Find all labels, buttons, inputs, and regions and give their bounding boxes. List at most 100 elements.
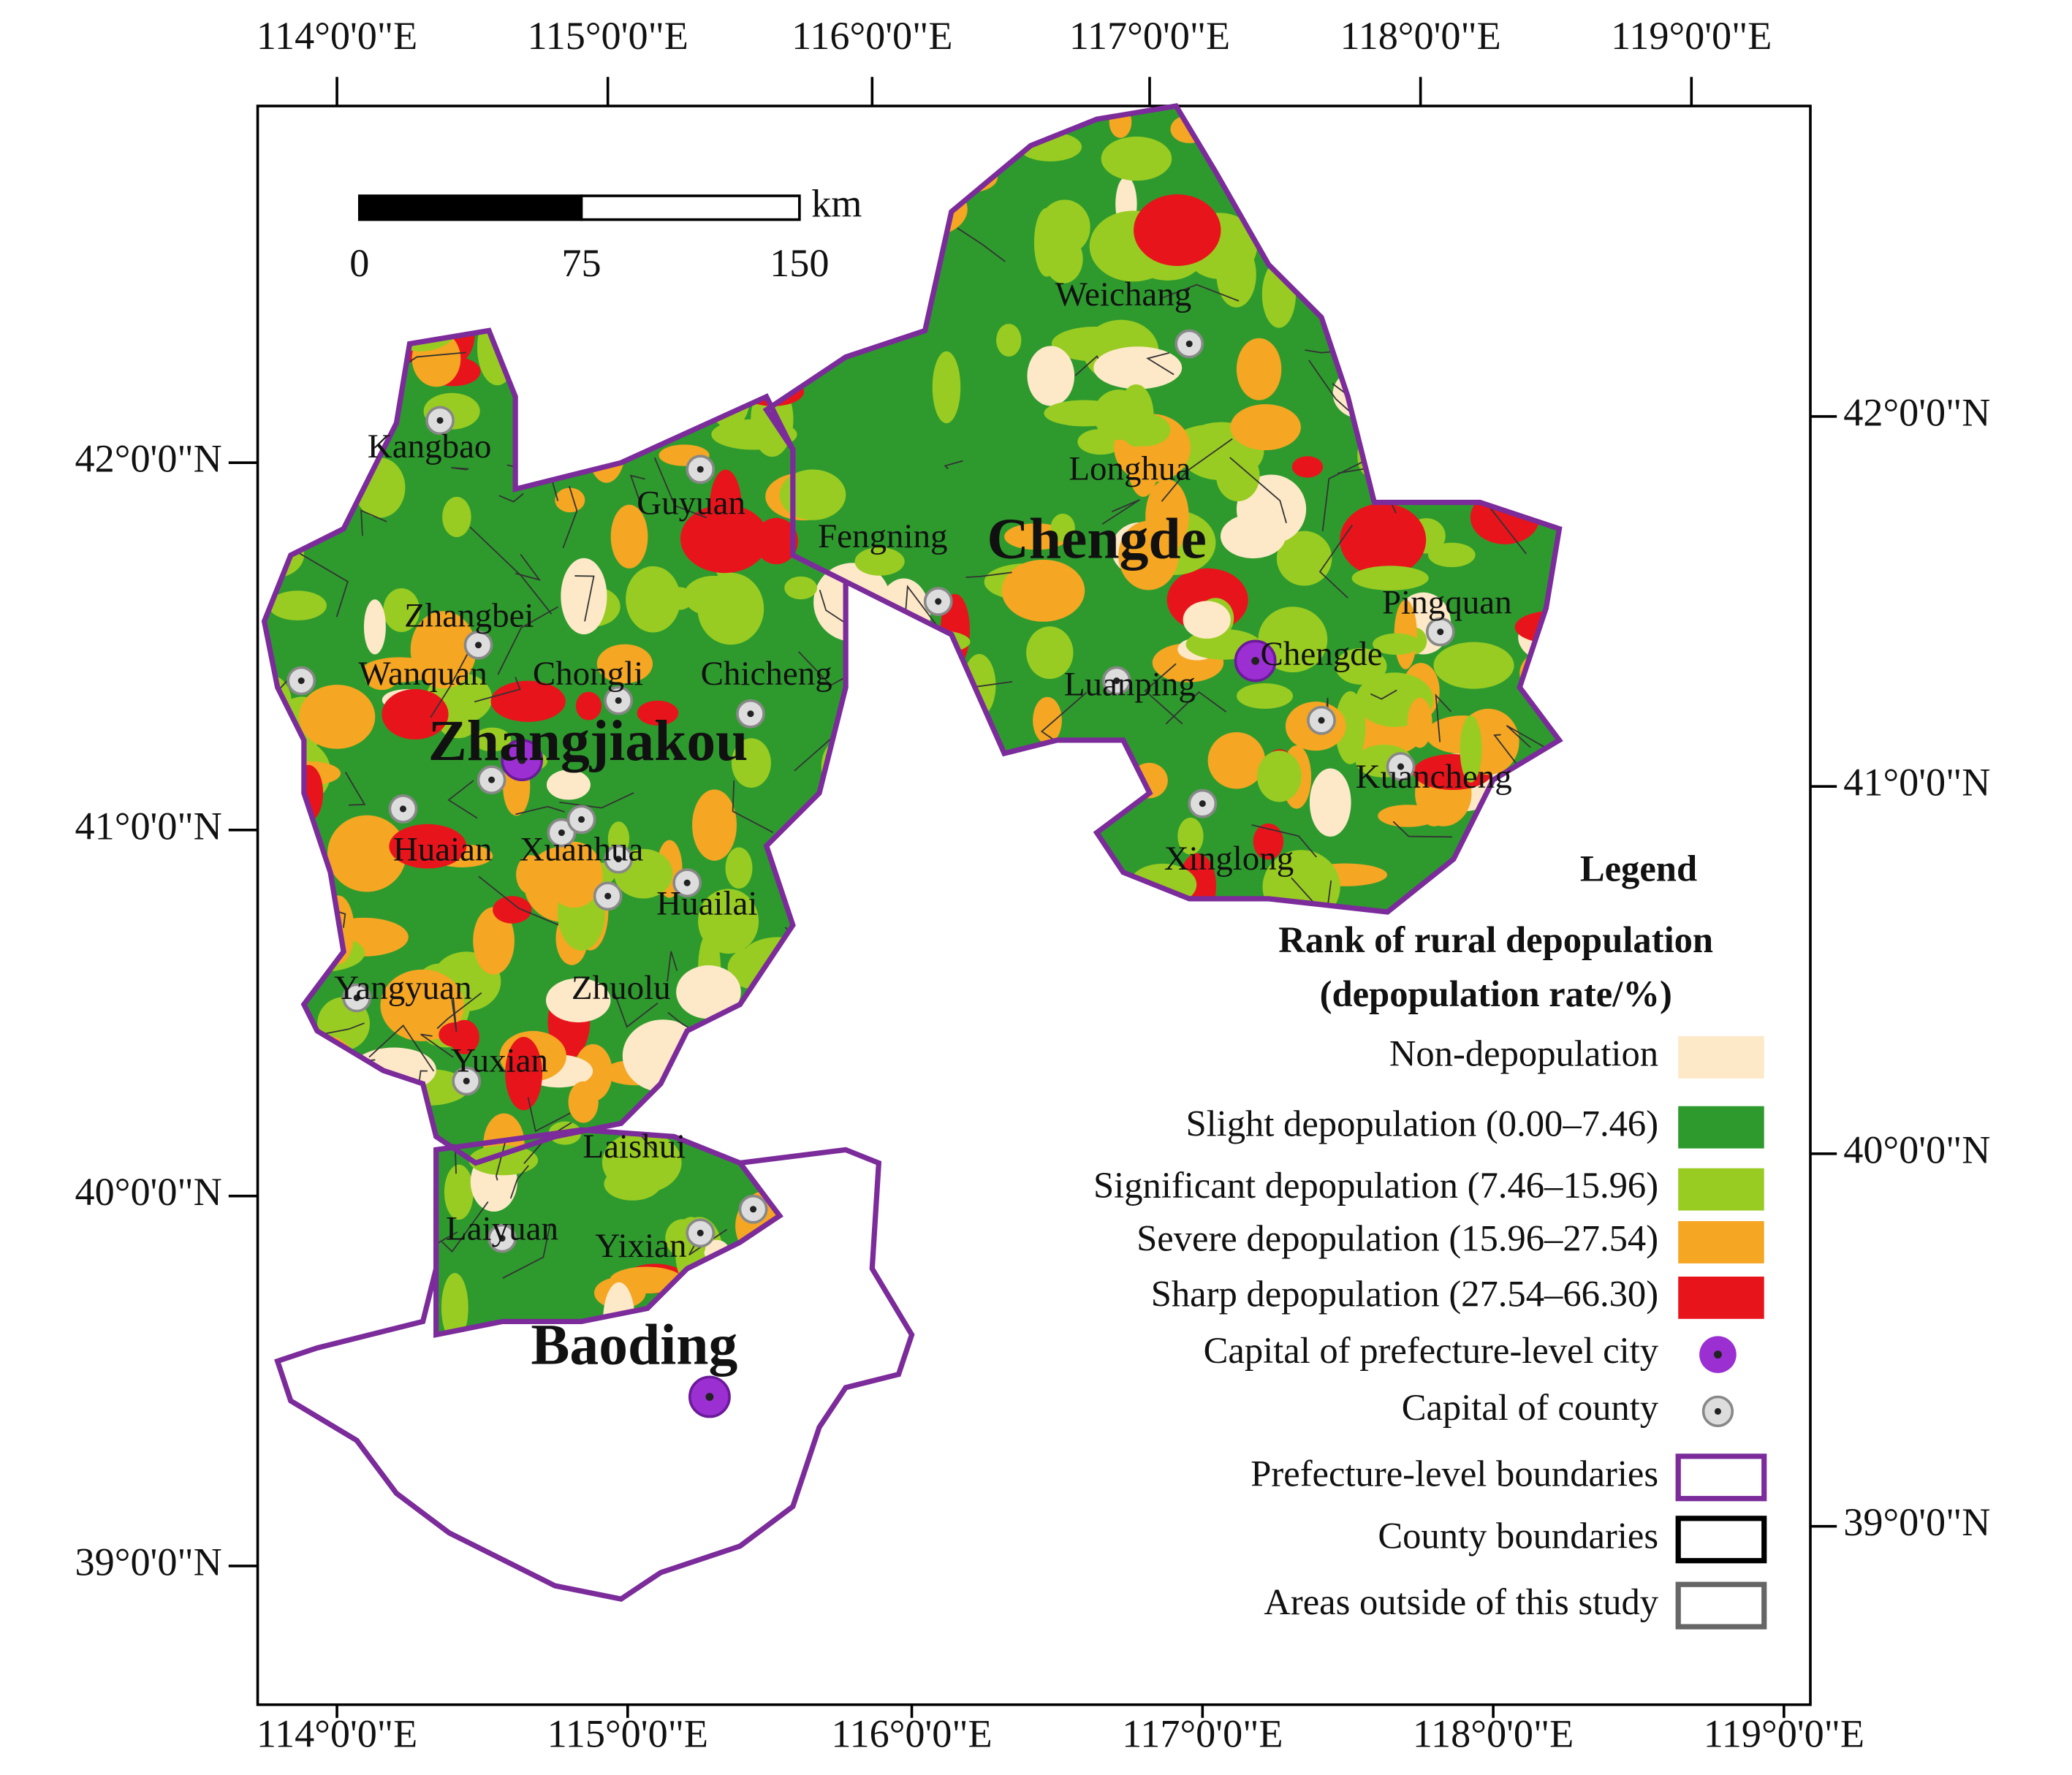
county-line <box>905 585 944 634</box>
patch <box>932 351 961 424</box>
patch <box>1309 768 1351 837</box>
patch <box>725 847 753 889</box>
county-label: Luanping <box>1064 665 1196 703</box>
county-line <box>515 554 542 581</box>
patch <box>1039 199 1090 255</box>
dot <box>747 710 754 718</box>
dot <box>1397 763 1405 770</box>
scale-unit: km <box>811 182 862 226</box>
patch <box>516 855 546 894</box>
county-line <box>1318 524 1353 598</box>
county-label: Chongli <box>533 655 643 693</box>
patch <box>683 575 744 617</box>
county-line <box>1161 284 1240 302</box>
patch <box>1050 513 1075 542</box>
legend-swatch <box>1675 1453 1767 1502</box>
county-line <box>612 990 659 1028</box>
dot <box>697 1229 704 1236</box>
patch <box>680 504 769 574</box>
prefecture-label: Baoding <box>531 1312 737 1377</box>
patch <box>1093 346 1183 389</box>
legend-swatch <box>1678 1106 1764 1149</box>
county-line <box>559 792 634 809</box>
patch <box>1378 805 1438 827</box>
county-line <box>447 780 478 819</box>
dot <box>615 856 622 863</box>
patch <box>389 824 467 869</box>
bottom-tick-label: 119°0'0"E <box>1704 1711 1864 1755</box>
patch <box>505 1036 543 1111</box>
county-line <box>1229 457 1287 523</box>
dot <box>1185 340 1193 348</box>
right-tick-label: 41°0'0"N <box>1843 761 1990 805</box>
dot <box>353 994 360 1001</box>
patch <box>327 815 406 892</box>
county-label: Chengde <box>1260 635 1382 673</box>
legend-item-label: County boundaries <box>1378 1515 1658 1556</box>
patch <box>1230 404 1301 451</box>
patch <box>442 496 471 537</box>
county-label: Yuxian <box>451 1042 548 1080</box>
patch <box>1373 633 1421 655</box>
county-line <box>1435 693 1452 742</box>
bottom-tick-label: 118°0'0"E <box>1413 1711 1574 1755</box>
dot <box>1199 800 1206 807</box>
patch <box>1291 456 1324 478</box>
county-line <box>653 457 707 519</box>
county-line <box>562 485 578 549</box>
patch <box>731 738 771 788</box>
patch <box>468 1145 539 1176</box>
scale-label: 75 <box>561 241 601 285</box>
county-label: Yangyuan <box>334 969 471 1007</box>
county-line <box>629 474 645 512</box>
patch <box>1207 731 1266 789</box>
county-line <box>1493 734 1524 773</box>
legend-swatch <box>1678 1035 1764 1079</box>
patch <box>1460 715 1482 783</box>
scale-label: 150 <box>770 241 829 285</box>
patch <box>1026 626 1074 680</box>
dot <box>558 829 565 836</box>
patch <box>545 841 603 908</box>
county-line <box>451 467 469 471</box>
patch <box>555 487 585 513</box>
county-line <box>1392 821 1452 838</box>
county-line <box>1146 352 1174 376</box>
scale-label: 0 <box>349 241 369 285</box>
dot <box>578 816 585 823</box>
right-tick-label: 39°0'0"N <box>1843 1500 1990 1544</box>
left-tick-label: 41°0'0"N <box>75 804 222 848</box>
county-line <box>1074 355 1099 376</box>
county-line <box>944 460 963 470</box>
county-line <box>1321 460 1365 532</box>
dot <box>750 1206 757 1213</box>
legend: Legend Rank of rural depopulation (depopul… <box>1093 848 1767 1630</box>
county-line <box>295 550 349 617</box>
dot <box>488 776 496 783</box>
bottom-tick-label: 114°0'0"E <box>257 1711 417 1755</box>
legend-item-label: Areas outside of this study <box>1264 1581 1658 1622</box>
scale-bar-black <box>357 194 583 221</box>
legend-subheading: (depopulation rate/%) <box>1320 973 1672 1014</box>
bottom-tick-label: 117°0'0"E <box>1122 1711 1283 1755</box>
dot <box>297 677 305 685</box>
labels: Zhangjiakou Chengde Baoding Weichang Kangbao… <box>334 275 1512 1377</box>
dot <box>399 805 406 813</box>
right-tick-label: 40°0'0"N <box>1843 1128 1990 1171</box>
left-tick-label: 39°0'0"N <box>75 1540 222 1584</box>
dot <box>935 598 942 605</box>
county-label: Fengning <box>818 517 948 555</box>
county-label: Chicheng <box>701 655 832 693</box>
capitals <box>286 329 1455 1418</box>
legend-swatch <box>1678 1276 1764 1319</box>
patch <box>545 978 611 1023</box>
county-label: Xinglong <box>1164 840 1294 878</box>
county-line <box>498 493 524 503</box>
patch <box>1183 601 1231 639</box>
patch <box>1001 559 1085 622</box>
county-line <box>1161 438 1233 502</box>
patch <box>575 691 602 721</box>
patch <box>1118 384 1154 447</box>
county-label: Pingquan <box>1382 583 1512 621</box>
